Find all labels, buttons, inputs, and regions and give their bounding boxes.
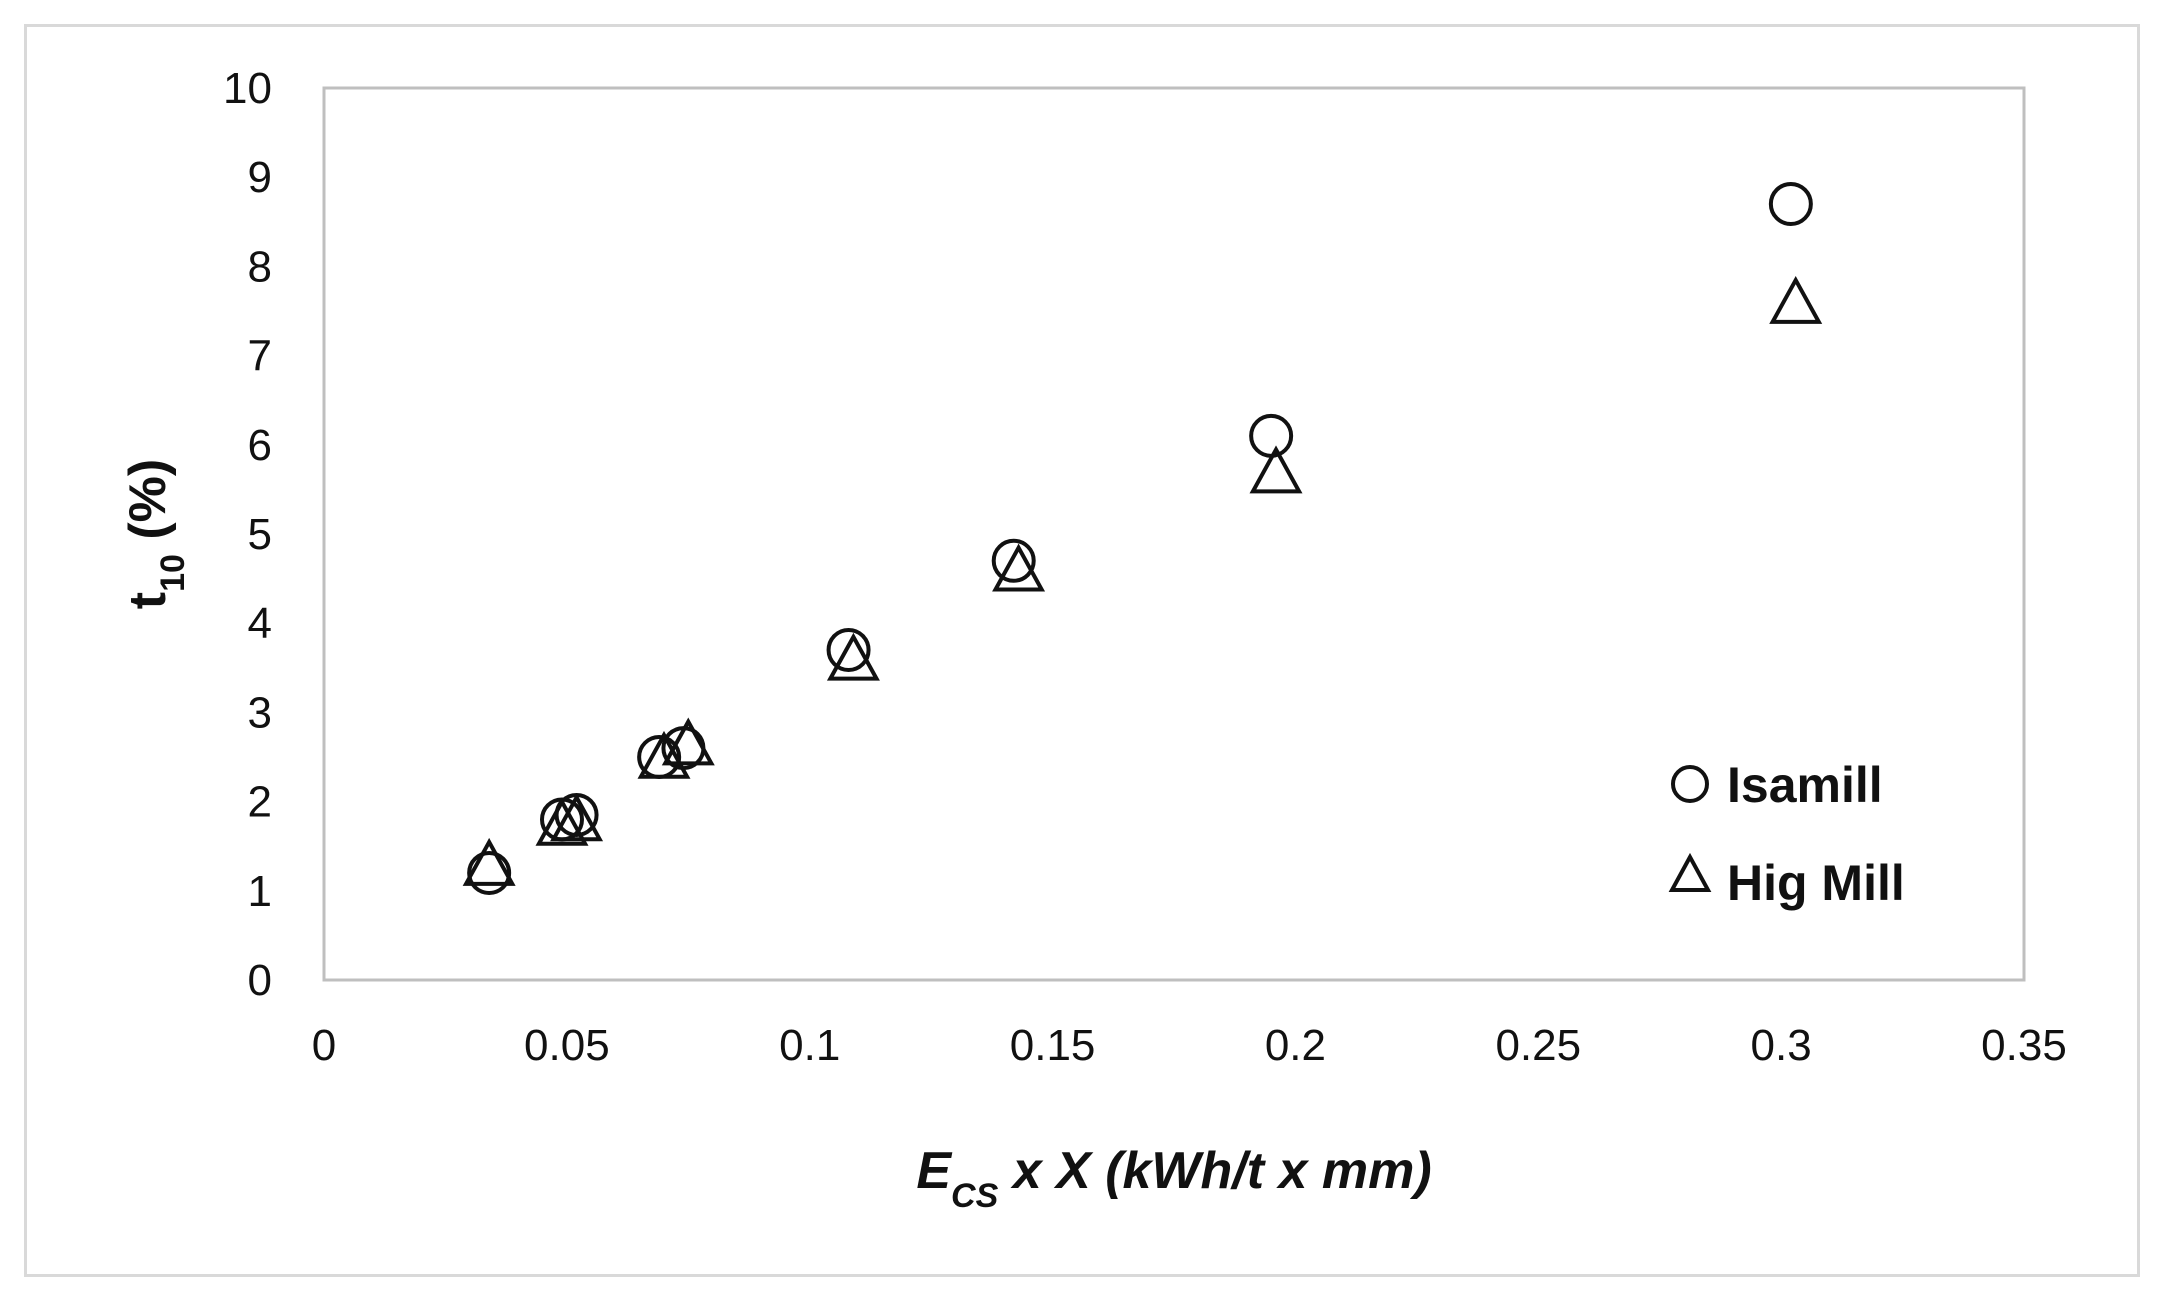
isamill-point: [1768, 181, 1813, 226]
x-axis-ticks: 0 0.05 0.1 0.15 0.2 0.25 0.3 0.35: [312, 1021, 2067, 1070]
y-tick-label: 10: [223, 64, 272, 113]
hig-mill-point: [637, 730, 691, 779]
hig-mill-point: [826, 632, 880, 681]
legend-label-isamill: Isamill: [1727, 757, 1883, 813]
y-axis-title-main: t: [119, 592, 177, 609]
y-axis-title: t10 (%): [119, 459, 192, 609]
y-tick-label: 7: [248, 332, 272, 381]
chart-frame: [24, 24, 2140, 1277]
x-tick-label: 0.35: [1981, 1021, 2067, 1070]
x-tick-label: 0: [312, 1021, 336, 1070]
y-axis-title-sub: 10: [154, 554, 192, 592]
isamill-point: [467, 850, 512, 895]
x-tick-label: 0.2: [1265, 1021, 1326, 1070]
y-axis-ticks: 0 1 2 3 4 5 6 7 8 9 10: [223, 64, 272, 1005]
hig-mill-point: [1249, 445, 1303, 494]
x-tick-label: 0.05: [524, 1021, 610, 1070]
x-tick-label: 0.3: [1751, 1021, 1812, 1070]
y-tick-label: 8: [248, 242, 272, 291]
x-tick-label: 0.1: [779, 1021, 840, 1070]
hig-mill-point: [462, 837, 516, 886]
plot-area: [322, 86, 2026, 982]
data-points: [462, 181, 1823, 895]
hig-mill-point: [550, 793, 604, 842]
y-tick-label: 0: [248, 956, 272, 1005]
y-tick-label: 2: [248, 778, 272, 827]
x-axis-title-main: E: [916, 1142, 952, 1200]
legend-label-hig-mill: Hig Mill: [1727, 855, 1905, 911]
x-axis-title: ECS x X (kWh/t x mm): [916, 1142, 1431, 1215]
x-tick-label: 0.15: [1010, 1021, 1096, 1070]
legend-circle-marker: [1671, 765, 1709, 803]
y-axis-title-rest: (%): [119, 459, 177, 554]
isamill-point: [991, 538, 1036, 583]
y-tick-label: 4: [248, 599, 272, 648]
legend: Isamill Hig Mill: [1668, 757, 1905, 911]
y-tick-label: 3: [248, 688, 272, 737]
y-tick-label: 5: [248, 510, 272, 559]
isamill-point: [826, 627, 871, 672]
x-tick-label: 0.25: [1495, 1021, 1581, 1070]
hig-mill-point: [535, 797, 589, 846]
hig-mill-point: [1769, 275, 1823, 324]
hig-mill-point: [661, 717, 715, 766]
y-tick-label: 9: [248, 153, 272, 202]
y-tick-label: 1: [248, 867, 272, 916]
hig-mill-point: [992, 543, 1046, 592]
legend-triangle-marker: [1668, 852, 1712, 892]
x-axis-title-sub: CS: [951, 1177, 999, 1215]
y-tick-label: 6: [248, 421, 272, 470]
x-axis-title-rest: x X (kWh/t x mm): [998, 1142, 1431, 1200]
